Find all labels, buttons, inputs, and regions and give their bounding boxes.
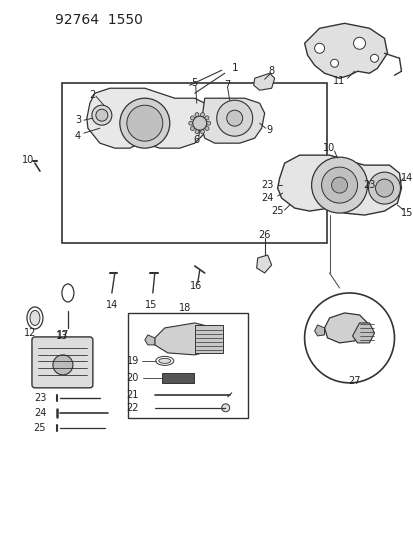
Circle shape <box>96 109 108 121</box>
Polygon shape <box>87 88 209 148</box>
Text: 13: 13 <box>56 331 68 341</box>
Text: 23: 23 <box>261 180 273 190</box>
Polygon shape <box>277 155 401 215</box>
Text: 25: 25 <box>33 423 46 433</box>
Circle shape <box>226 110 242 126</box>
Polygon shape <box>201 98 264 143</box>
Circle shape <box>119 98 169 148</box>
Text: 15: 15 <box>400 208 413 218</box>
Circle shape <box>188 121 192 125</box>
Polygon shape <box>352 323 374 343</box>
Circle shape <box>331 177 347 193</box>
Circle shape <box>314 43 324 53</box>
Text: 10: 10 <box>323 143 335 153</box>
Polygon shape <box>253 73 274 90</box>
Text: 24: 24 <box>34 408 46 418</box>
Circle shape <box>368 172 399 204</box>
Ellipse shape <box>62 284 74 302</box>
Polygon shape <box>304 23 387 78</box>
Text: 5: 5 <box>191 78 197 88</box>
Text: 14: 14 <box>105 300 118 310</box>
Text: 20: 20 <box>126 373 139 383</box>
Circle shape <box>204 116 209 120</box>
Text: 8: 8 <box>268 66 274 76</box>
Text: 19: 19 <box>126 356 139 366</box>
Text: 15: 15 <box>144 300 157 310</box>
Text: 11: 11 <box>332 76 345 86</box>
Text: 3: 3 <box>75 115 81 125</box>
Bar <box>194 325 222 353</box>
Circle shape <box>221 404 229 412</box>
Circle shape <box>190 116 194 120</box>
Text: 14: 14 <box>400 173 413 183</box>
Ellipse shape <box>27 307 43 329</box>
Text: 23: 23 <box>363 180 375 190</box>
Circle shape <box>195 130 199 134</box>
Text: 23: 23 <box>34 393 46 403</box>
Polygon shape <box>154 323 219 355</box>
Text: 26: 26 <box>258 230 270 240</box>
Circle shape <box>311 157 367 213</box>
Text: 92764  1550: 92764 1550 <box>55 13 142 27</box>
Text: 21: 21 <box>126 390 139 400</box>
Text: 9: 9 <box>266 125 272 135</box>
Circle shape <box>353 37 365 49</box>
Circle shape <box>304 293 394 383</box>
Circle shape <box>53 355 73 375</box>
Circle shape <box>200 112 204 117</box>
Circle shape <box>126 105 162 141</box>
Text: 12: 12 <box>24 328 36 338</box>
Circle shape <box>92 105 112 125</box>
Circle shape <box>321 167 357 203</box>
Ellipse shape <box>159 358 171 364</box>
Ellipse shape <box>30 310 40 326</box>
Text: 6: 6 <box>193 135 199 145</box>
Polygon shape <box>314 325 324 336</box>
Circle shape <box>206 121 210 125</box>
Circle shape <box>200 130 204 134</box>
Circle shape <box>195 112 199 117</box>
Text: 7: 7 <box>224 80 230 90</box>
Ellipse shape <box>155 357 173 366</box>
Text: 16: 16 <box>189 281 202 291</box>
Circle shape <box>330 59 338 67</box>
Circle shape <box>190 126 194 131</box>
Text: 17: 17 <box>57 330 69 340</box>
Circle shape <box>370 54 377 62</box>
Circle shape <box>204 126 209 131</box>
Text: 10: 10 <box>22 155 34 165</box>
FancyBboxPatch shape <box>32 337 93 388</box>
Text: 25: 25 <box>271 206 283 216</box>
Bar <box>62 83 326 243</box>
Text: 4: 4 <box>75 131 81 141</box>
Bar <box>161 373 193 383</box>
Text: 24: 24 <box>261 193 273 203</box>
Text: 2: 2 <box>88 90 95 100</box>
Polygon shape <box>256 255 271 273</box>
Circle shape <box>375 179 392 197</box>
Text: 27: 27 <box>347 376 360 386</box>
Text: 1: 1 <box>231 63 237 73</box>
Bar <box>128 313 247 418</box>
Polygon shape <box>324 313 367 343</box>
Circle shape <box>192 116 206 130</box>
Text: 22: 22 <box>126 403 139 413</box>
Polygon shape <box>145 335 154 345</box>
Text: 18: 18 <box>178 303 190 313</box>
Circle shape <box>216 100 252 136</box>
